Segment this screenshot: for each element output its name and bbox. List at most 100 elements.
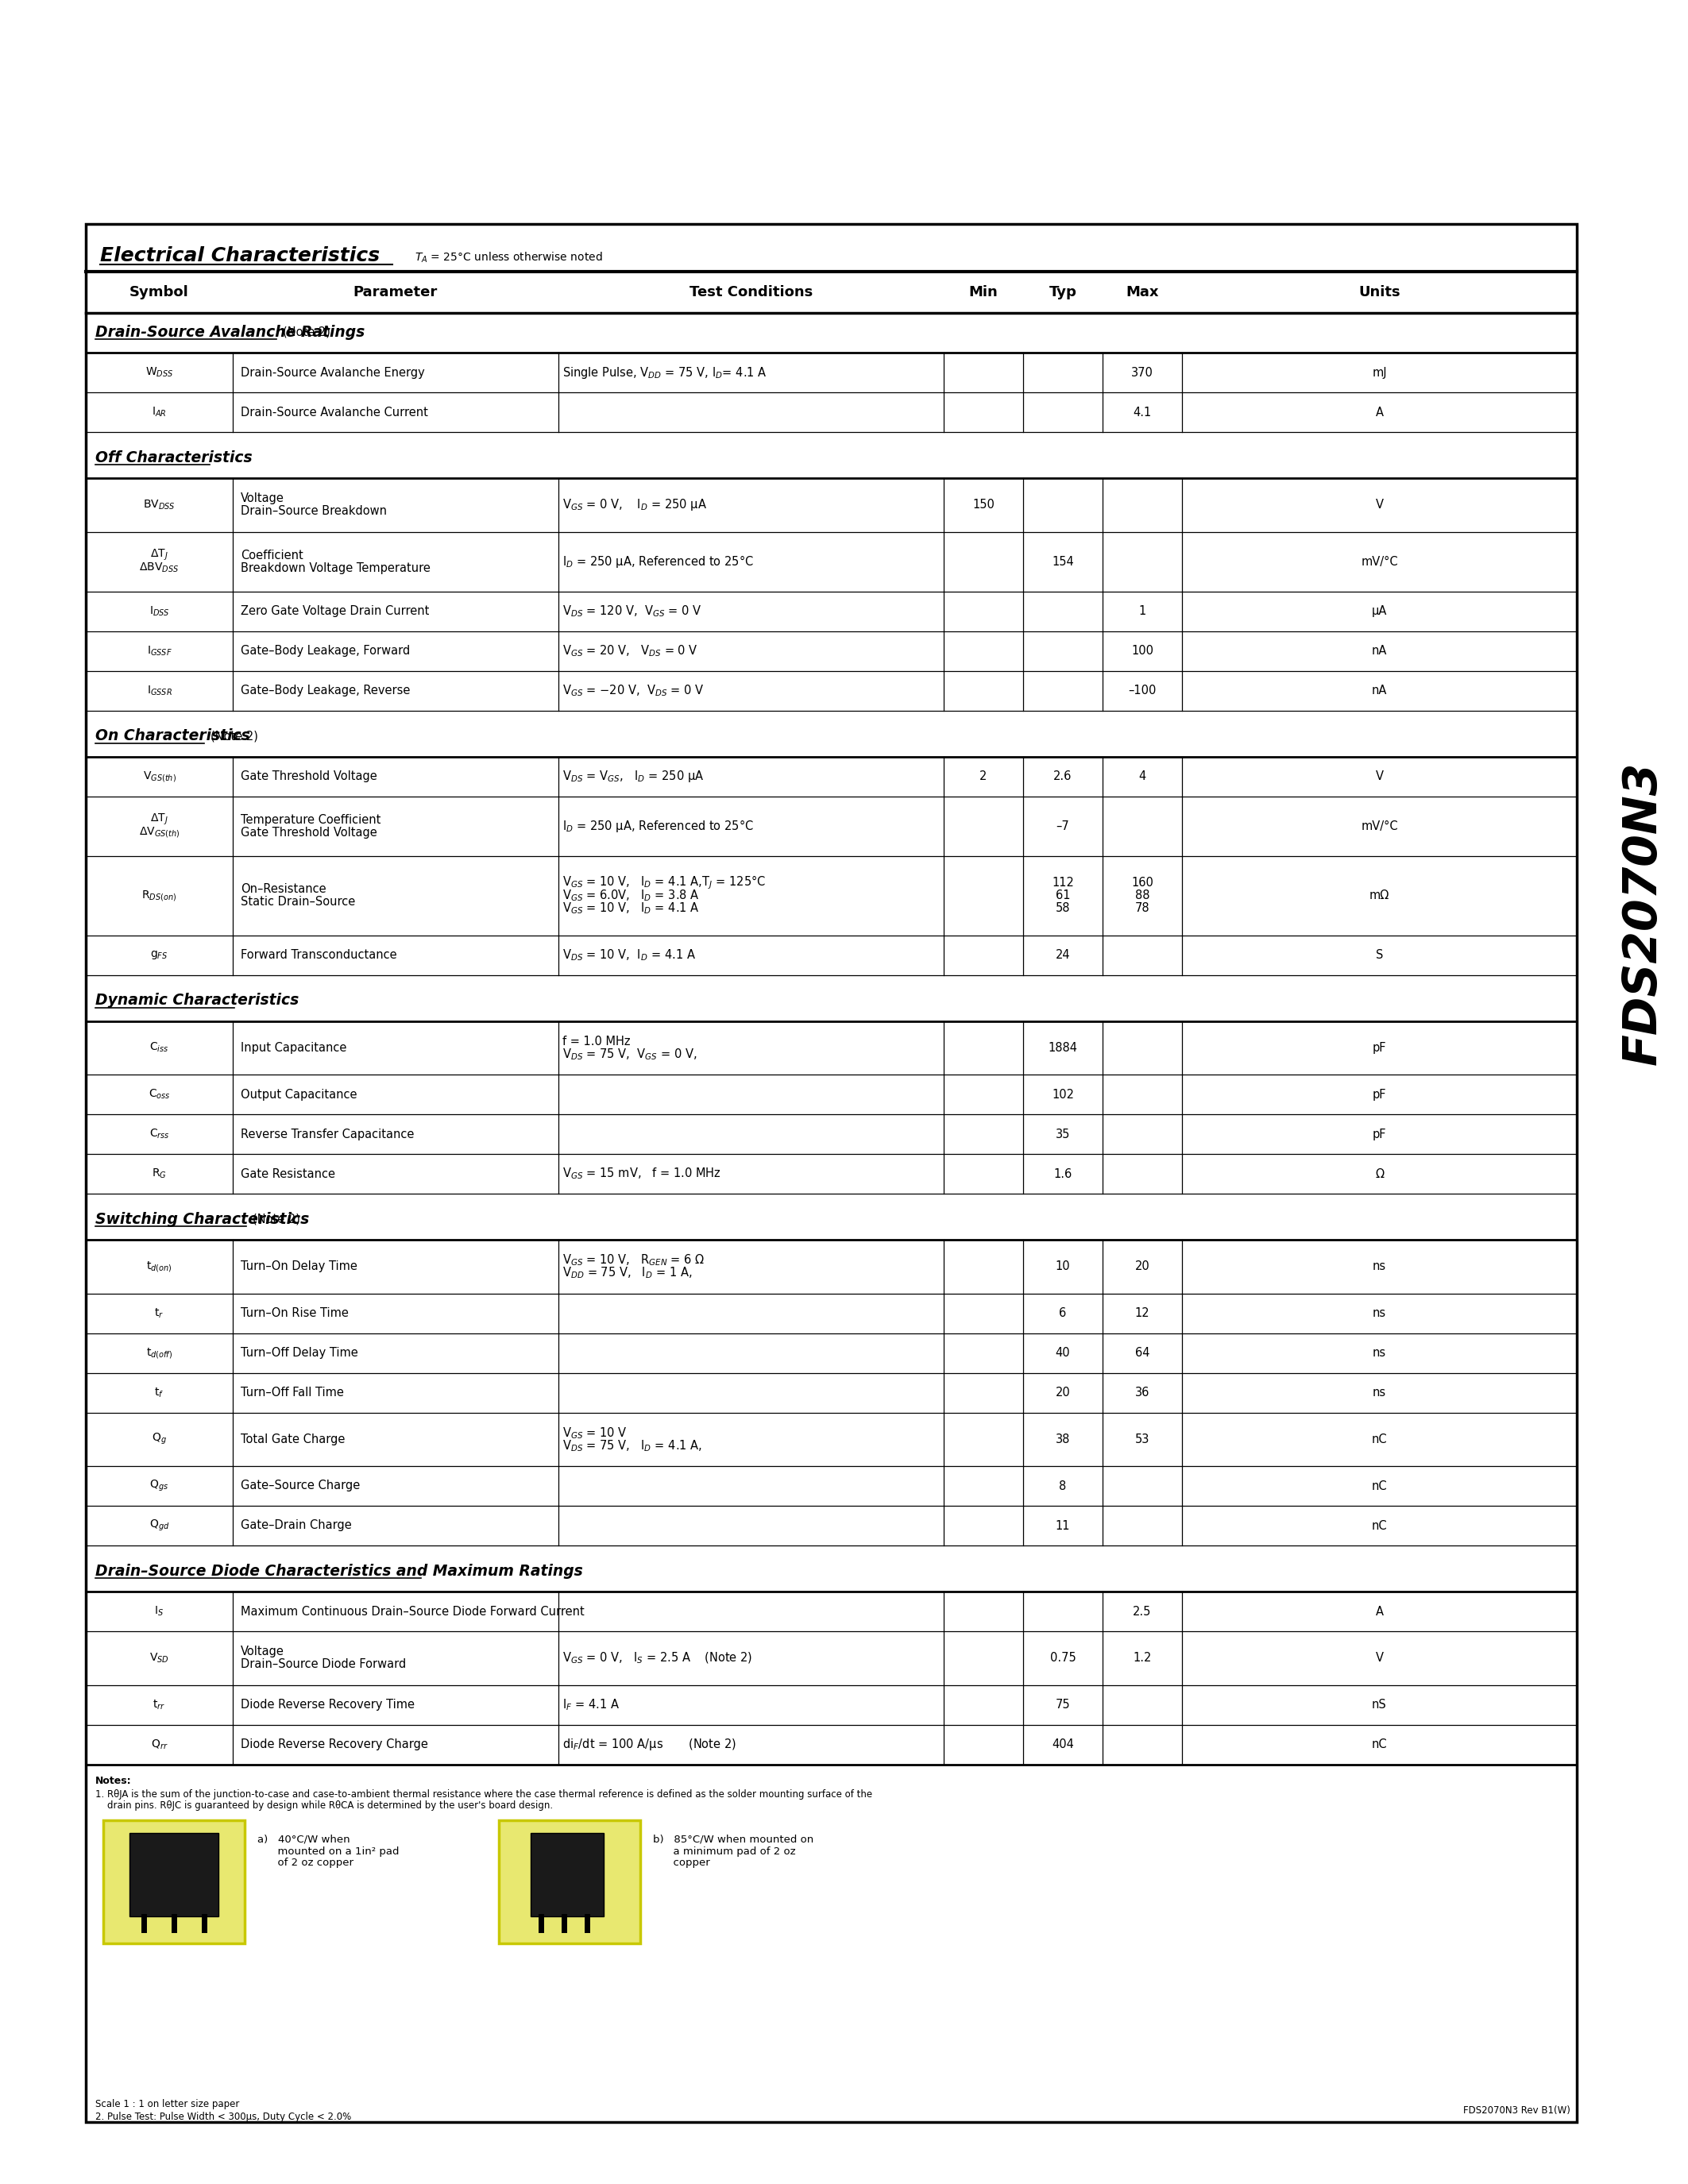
Text: Switching Characteristics: Switching Characteristics [95,1212,309,1227]
Text: 4.1: 4.1 [1133,406,1151,417]
Text: Parameter: Parameter [353,286,437,299]
Text: S: S [1376,950,1382,961]
Text: A: A [1376,1605,1384,1618]
Text: Gate Threshold Voltage: Gate Threshold Voltage [241,826,376,839]
Text: t$_{rr}$: t$_{rr}$ [154,1699,165,1712]
Text: FDS2070N3 Rev B1(W): FDS2070N3 Rev B1(W) [1463,2105,1570,2116]
Text: I$_S$: I$_S$ [155,1605,164,1618]
Text: 38: 38 [1055,1433,1070,1446]
Text: nA: nA [1372,644,1388,657]
Text: 78: 78 [1134,902,1150,915]
Text: Gate Resistance: Gate Resistance [241,1168,336,1179]
Text: V$_{GS}$ = 10 V,   R$_{GEN}$ = 6 Ω: V$_{GS}$ = 10 V, R$_{GEN}$ = 6 Ω [562,1254,706,1267]
Text: W$_{DSS}$: W$_{DSS}$ [145,367,174,380]
Text: ns: ns [1372,1348,1386,1358]
Text: V$_{DS}$ = 10 V,  I$_D$ = 4.1 A: V$_{DS}$ = 10 V, I$_D$ = 4.1 A [562,948,695,963]
Text: Scale 1 : 1 on letter size paper: Scale 1 : 1 on letter size paper [95,2099,240,2110]
Text: V$_{GS}$ = 10 V: V$_{GS}$ = 10 V [562,1426,628,1439]
Text: Diode Reverse Recovery Charge: Diode Reverse Recovery Charge [241,1738,429,1749]
Text: V: V [1376,1651,1384,1664]
Text: –7: –7 [1057,819,1070,832]
Text: Test Conditions: Test Conditions [689,286,812,299]
Text: Gate Threshold Voltage: Gate Threshold Voltage [241,771,376,782]
Text: A: A [1376,406,1384,417]
Text: Turn–Off Delay Time: Turn–Off Delay Time [241,1348,358,1358]
Text: Q$_g$: Q$_g$ [152,1433,167,1446]
Text: Temperature Coefficient: Temperature Coefficient [241,815,381,826]
Text: 36: 36 [1134,1387,1150,1398]
Text: Gate–Body Leakage, Forward: Gate–Body Leakage, Forward [241,644,410,657]
Text: V$_{GS(th)}$: V$_{GS(th)}$ [142,769,176,784]
Text: Coefficient: Coefficient [241,548,304,561]
Text: Zero Gate Voltage Drain Current: Zero Gate Voltage Drain Current [241,605,429,618]
Text: V$_{DS}$ = V$_{GS}$,   I$_D$ = 250 μA: V$_{DS}$ = V$_{GS}$, I$_D$ = 250 μA [562,769,704,784]
Text: Max: Max [1126,286,1158,299]
Text: 53: 53 [1134,1433,1150,1446]
Text: V$_{GS}$ = 10 V,   I$_D$ = 4.1 A: V$_{GS}$ = 10 V, I$_D$ = 4.1 A [562,900,699,915]
Text: μA: μA [1372,605,1388,618]
Text: V$_{GS}$ = 6.0V,   I$_D$ = 3.8 A: V$_{GS}$ = 6.0V, I$_D$ = 3.8 A [562,889,699,902]
Text: ns: ns [1372,1387,1386,1398]
Text: Diode Reverse Recovery Time: Diode Reverse Recovery Time [241,1699,415,1710]
Text: Forward Transconductance: Forward Transconductance [241,950,397,961]
Text: Q$_{rr}$: Q$_{rr}$ [150,1738,167,1752]
Text: Notes:: Notes: [95,1776,132,1787]
Text: nA: nA [1372,684,1388,697]
Text: 404: 404 [1052,1738,1074,1749]
Text: pF: pF [1372,1088,1386,1101]
Text: Drain-Source Avalanche Ratings: Drain-Source Avalanche Ratings [95,325,365,339]
Text: 20: 20 [1055,1387,1070,1398]
Text: (Note 2): (Note 2) [284,325,331,339]
Text: V$_{GS}$ = 10 V,   I$_D$ = 4.1 A,T$_J$ = 125°C: V$_{GS}$ = 10 V, I$_D$ = 4.1 A,T$_J$ = 1… [562,874,766,891]
Text: Reverse Transfer Capacitance: Reverse Transfer Capacitance [241,1129,414,1140]
Text: V$_{DD}$ = 75 V,   I$_D$ = 1 A,: V$_{DD}$ = 75 V, I$_D$ = 1 A, [562,1265,692,1280]
Text: 40: 40 [1055,1348,1070,1358]
Text: Drain–Source Breakdown: Drain–Source Breakdown [241,505,387,518]
Text: On–Resistance: On–Resistance [241,882,326,895]
Text: Gate–Source Charge: Gate–Source Charge [241,1481,360,1492]
Text: Total Gate Charge: Total Gate Charge [241,1433,344,1446]
Text: mΩ: mΩ [1369,889,1389,902]
Text: 2. Pulse Test: Pulse Width < 300μs, Duty Cycle < 2.0%: 2. Pulse Test: Pulse Width < 300μs, Duty… [95,2112,351,2123]
Text: drain pins. RθJC is guaranteed by design while RθCA is determined by the user's : drain pins. RθJC is guaranteed by design… [95,1800,554,1811]
Text: C$_{rss}$: C$_{rss}$ [149,1127,169,1140]
Text: 1884: 1884 [1048,1042,1077,1053]
Text: 370: 370 [1131,367,1153,378]
Text: R$_G$: R$_G$ [152,1166,167,1179]
Text: I$_F$ = 4.1 A: I$_F$ = 4.1 A [562,1697,619,1712]
Text: Single Pulse, V$_{DD}$ = 75 V, I$_D$= 4.1 A: Single Pulse, V$_{DD}$ = 75 V, I$_D$= 4.… [562,365,766,380]
Text: 58: 58 [1055,902,1070,915]
Text: ΔV$_{GS(th)}$: ΔV$_{GS(th)}$ [138,826,179,839]
Text: Static Drain–Source: Static Drain–Source [241,895,354,909]
Text: Q$_{gs}$: Q$_{gs}$ [150,1479,169,1494]
Text: Gate–Drain Charge: Gate–Drain Charge [241,1520,351,1531]
Text: On Characteristics: On Characteristics [95,727,250,743]
Text: mV/°C: mV/°C [1361,819,1398,832]
Text: Q$_{gd}$: Q$_{gd}$ [149,1518,169,1533]
Text: Units: Units [1359,286,1401,299]
Text: 35: 35 [1055,1129,1070,1140]
Text: 4: 4 [1139,771,1146,782]
Text: I$_D$ = 250 μA, Referenced to 25°C: I$_D$ = 250 μA, Referenced to 25°C [562,553,755,570]
Text: Drain–Source Diode Forward: Drain–Source Diode Forward [241,1658,407,1671]
Text: ns: ns [1372,1260,1386,1273]
Text: di$_F$/dt = 100 A/μs       (Note 2): di$_F$/dt = 100 A/μs (Note 2) [562,1736,736,1752]
Text: 154: 154 [1052,555,1074,568]
Text: V$_{GS}$ = 20 V,   V$_{DS}$ = 0 V: V$_{GS}$ = 20 V, V$_{DS}$ = 0 V [562,644,699,657]
Text: C$_{iss}$: C$_{iss}$ [150,1042,169,1055]
Text: Off Characteristics: Off Characteristics [95,450,252,465]
Text: 10: 10 [1055,1260,1070,1273]
Text: 24: 24 [1055,950,1070,961]
Text: pF: pF [1372,1129,1386,1140]
Text: 88: 88 [1134,889,1150,902]
Bar [530,1832,604,1915]
Text: t$_r$: t$_r$ [155,1306,164,1319]
Text: Ω: Ω [1376,1168,1384,1179]
Text: a)   40°C/W when
      mounted on a 1in² pad
      of 2 oz copper: a) 40°C/W when mounted on a 1in² pad of … [257,1835,398,1867]
Text: C$_{oss}$: C$_{oss}$ [149,1088,170,1101]
Text: V$_{SD}$: V$_{SD}$ [150,1651,169,1664]
Text: 160: 160 [1131,876,1153,889]
Text: Drain-Source Avalanche Current: Drain-Source Avalanche Current [241,406,429,417]
Text: 6: 6 [1058,1308,1067,1319]
Text: I$_{GSSF}$: I$_{GSSF}$ [147,644,172,657]
